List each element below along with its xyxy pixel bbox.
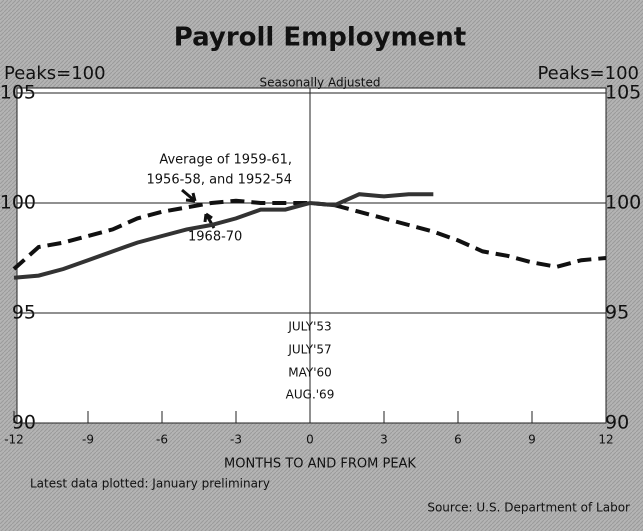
source: Source: U.S. Department of Labor <box>427 501 630 515</box>
y-label-left: Peaks=100 <box>4 63 106 84</box>
y-tick-label: 90 <box>605 412 629 434</box>
annotation: 1956-58, and 1952-54 <box>147 173 293 188</box>
x-tick-label: -6 <box>156 433 168 447</box>
subtitle: Seasonally Adjusted <box>259 76 380 90</box>
x-tick-label: 0 <box>306 433 314 447</box>
note: Latest data plotted: January preliminary <box>30 477 270 491</box>
x-tick-label: 9 <box>528 433 536 447</box>
y-label-right: Peaks=100 <box>537 63 639 84</box>
line-series <box>13 192 434 280</box>
x-tick-label: 12 <box>598 433 613 447</box>
chart-title: Payroll Employment <box>174 23 466 53</box>
x-axis-label: MONTHS TO AND FROM PEAK <box>224 457 416 472</box>
y-tick-label: 105 <box>605 82 641 104</box>
series-label: 1968-70 <box>188 230 242 245</box>
annotation: Average of 1959-61, <box>159 153 292 168</box>
y-tick-label: 100 <box>605 192 641 214</box>
x-tick-label: -9 <box>82 433 94 447</box>
line-series <box>12 198 607 271</box>
x-tick-label: 6 <box>454 433 462 447</box>
x-tick-label: -12 <box>4 433 24 447</box>
x-tick-label: 3 <box>380 433 388 447</box>
x-tick-label: -3 <box>230 433 242 447</box>
y-tick-label: 95 <box>605 302 629 324</box>
arrow <box>181 188 197 203</box>
